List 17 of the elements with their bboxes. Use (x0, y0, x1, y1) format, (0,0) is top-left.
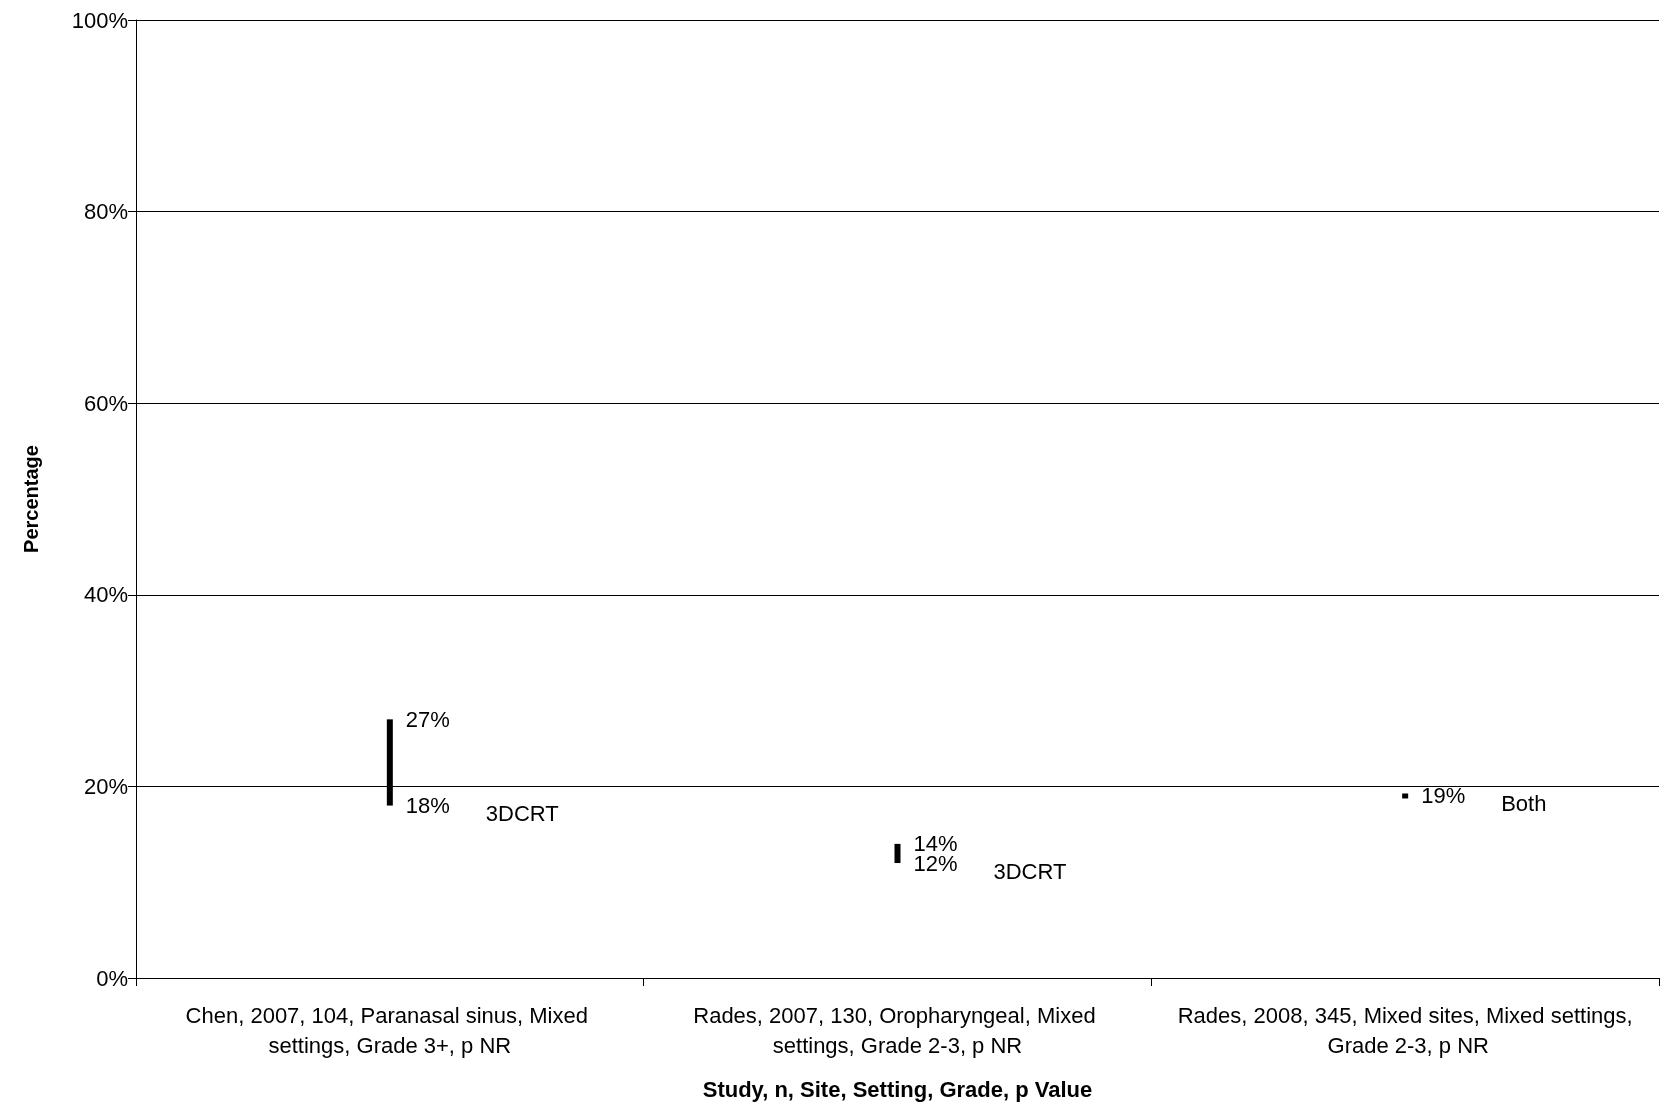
x-tick-label: Rades, 2007, 130, Oropharyngeal, Mixed settings, Grade 2-3, p NR (693, 1002, 1102, 1058)
y-tick-label: 60% (83, 390, 128, 416)
annotation: Both (1501, 791, 1547, 817)
y-axis-title: Percentage (20, 445, 42, 553)
y-tick-label: 40% (83, 582, 128, 608)
x-axis-title: Study, n, Site, Setting, Grade, p Value (702, 1076, 1093, 1102)
y-tick-label: 80% (83, 199, 128, 225)
y-tick-label: 0% (96, 965, 128, 991)
annotation: 18% (405, 793, 450, 819)
annotation: 3DCRT (993, 858, 1067, 884)
annotation: 3DCRT (485, 801, 559, 827)
y-tick-label: 20% (83, 773, 128, 799)
annotation: 19% (1421, 783, 1466, 809)
x-tick-label: Rades, 2008, 345, Mixed sites, Mixed settings, Grade 2-3, p NR (1177, 1002, 1633, 1058)
y-tick-label: 100% (71, 7, 128, 33)
x-tick-label: Chen, 2007, 104, Paranasal sinus, Mixed settings, Grade 3+, p NR (185, 1002, 595, 1058)
annotation: 27% (405, 706, 450, 732)
